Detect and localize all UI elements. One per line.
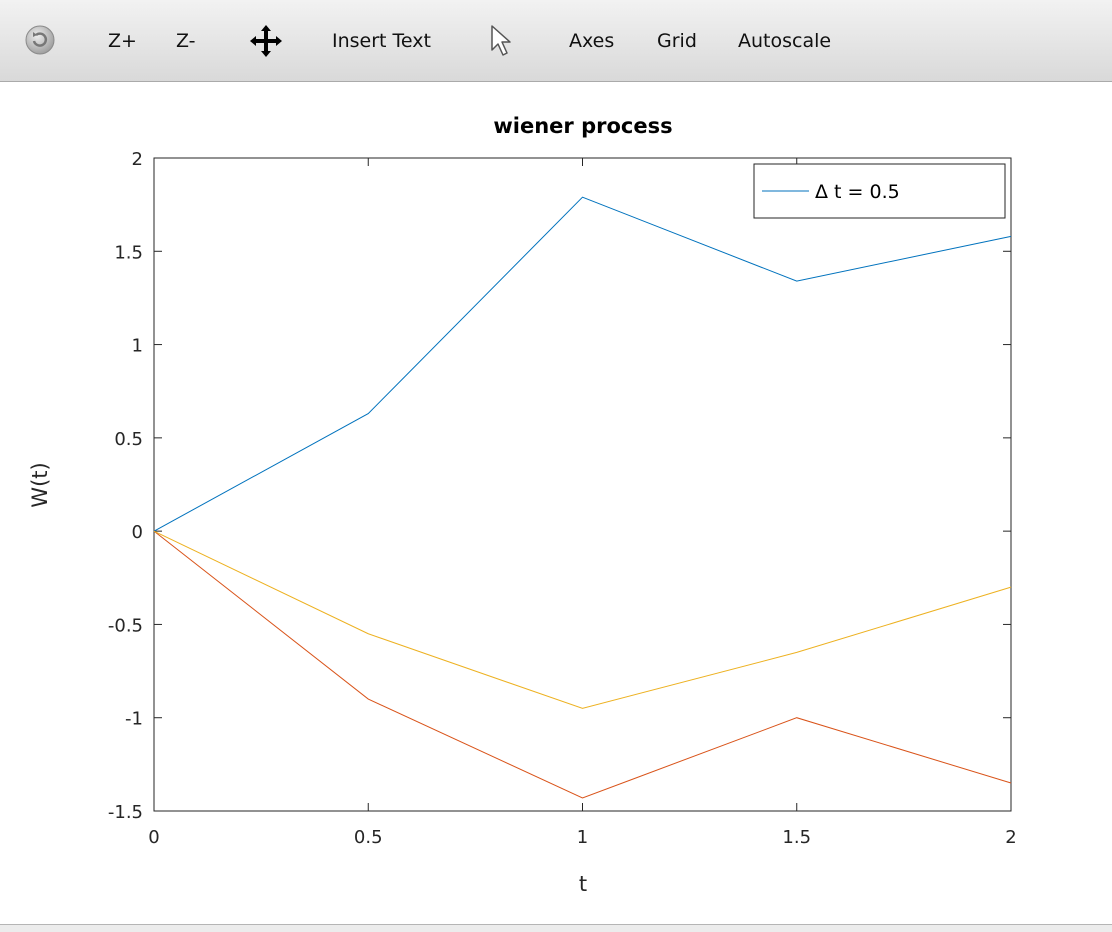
autoscale-button[interactable]: Autoscale [738,30,832,52]
series-line-2[interactable] [153,530,1012,799]
pan-icon[interactable] [249,24,283,63]
x-axis-label: t [579,872,587,896]
plot-box [153,157,1012,812]
axes-button[interactable]: Axes [569,30,615,52]
legend[interactable]: Δ t = 0.5 [753,163,1006,219]
figure-toolbar: Z+ Z- Insert Text Axes Grid Autoscale [0,0,1112,82]
y-tick-label: 1.5 [114,242,143,263]
zoom-out-button[interactable]: Z- [176,30,196,52]
series-line-3[interactable] [153,530,1012,709]
zoom-in-button[interactable]: Z+ [108,30,137,52]
line-chart[interactable]: wiener process 0 0.5 1 1.5 2 -1.5 -1 -0.5 0 0.5 1 1… [0,83,1112,923]
legend-entry: Δ t = 0.5 [815,181,900,203]
chart-title: wiener process [493,114,672,138]
status-bar [0,924,1112,932]
rotate-icon[interactable] [24,24,56,61]
x-tick-label: 0.5 [354,827,383,848]
series-line-1[interactable] [153,196,1012,532]
y-tick-label: 2 [132,149,143,170]
y-axis-label: W(t) [28,462,52,507]
x-tick-label: 1.5 [782,827,811,848]
y-tick-label: 0.5 [114,429,143,450]
x-tick-label: 1 [577,827,588,848]
figure-canvas: wiener process 0 0.5 1 1.5 2 -1.5 -1 -0.5 0 0.5 1 1… [0,83,1112,923]
y-tick-label: -0.5 [108,615,143,636]
x-tick-label: 0 [148,827,159,848]
x-tick-label: 2 [1005,827,1016,848]
grid-button[interactable]: Grid [657,30,697,52]
cursor-icon[interactable] [490,24,514,63]
y-tick-label: 0 [132,522,143,543]
y-tick-label: -1 [125,709,143,730]
y-tick-label: -1.5 [108,802,143,823]
y-tick-label: 1 [132,336,143,357]
insert-text-button[interactable]: Insert Text [332,30,431,52]
